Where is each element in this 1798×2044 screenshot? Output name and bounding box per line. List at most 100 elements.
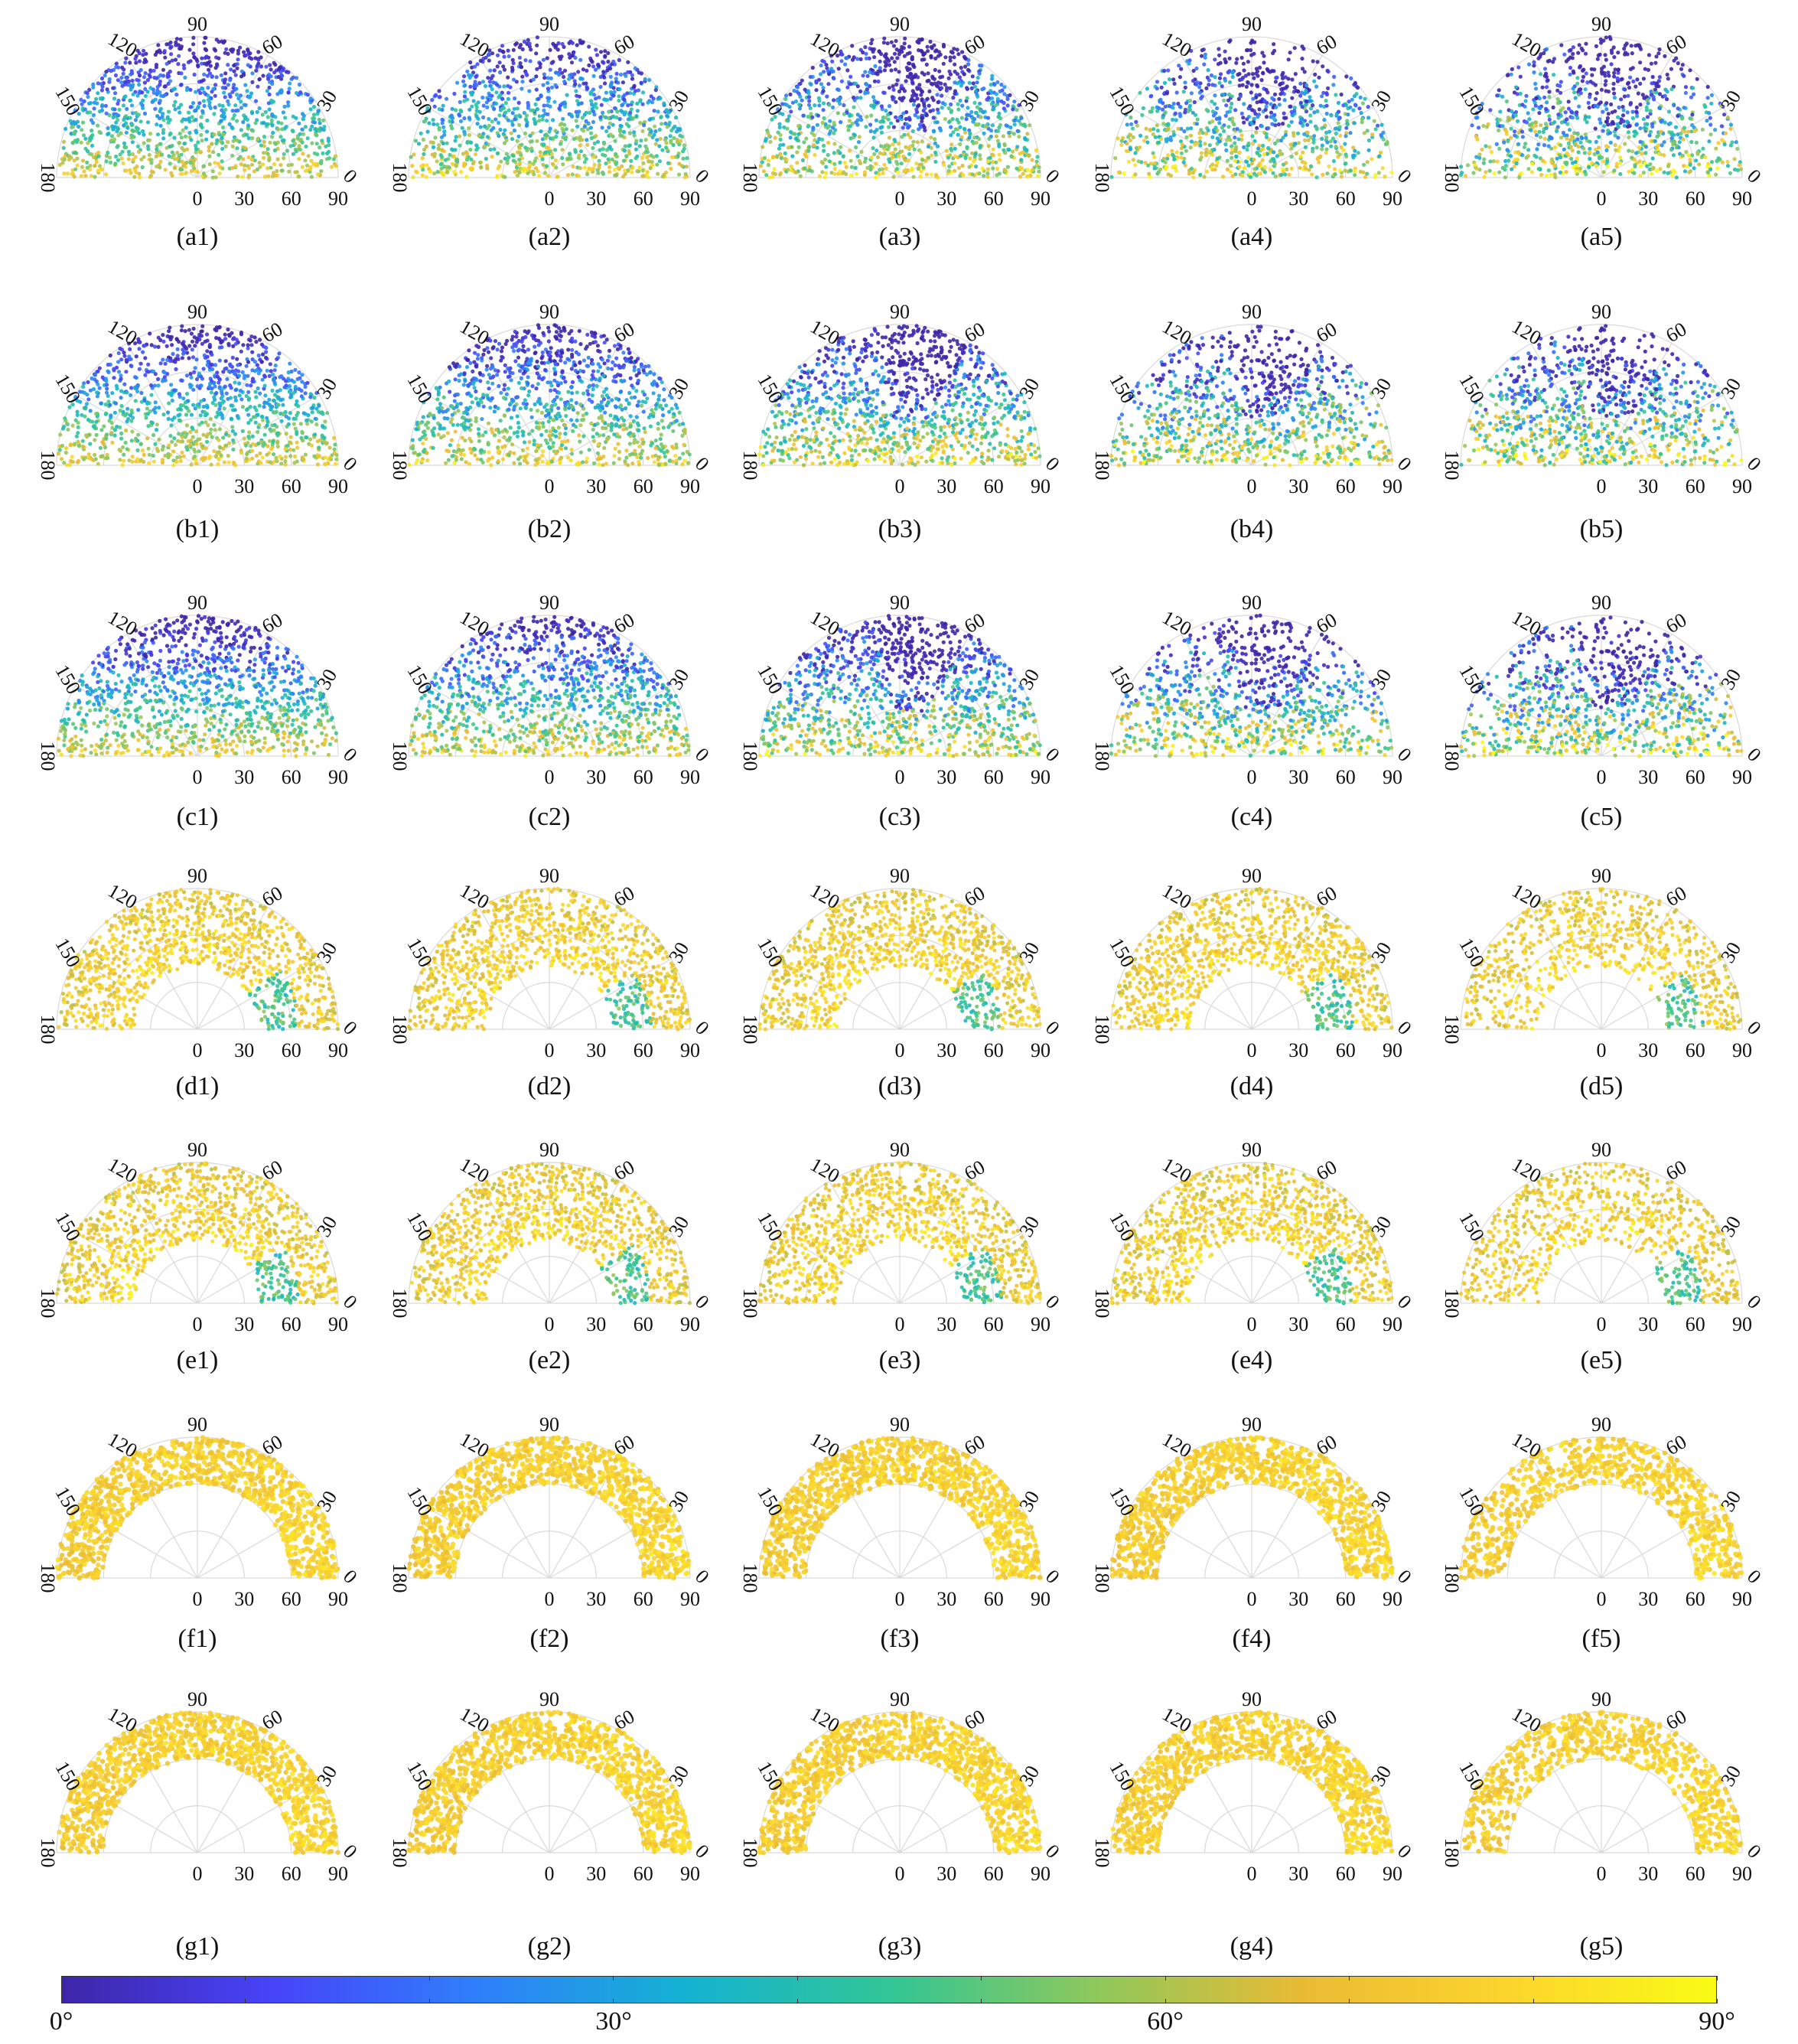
scatter-point: [99, 76, 105, 81]
scatter-point: [440, 148, 445, 152]
scatter-point: [155, 114, 160, 119]
scatter-point: [108, 155, 112, 160]
scatter-point: [1365, 129, 1370, 133]
scatter-point: [266, 101, 271, 106]
scatter-point: [926, 71, 930, 76]
scatter-point: [512, 106, 516, 111]
scatter-point: [1239, 77, 1244, 82]
scatter-point: [806, 145, 812, 149]
scatter-point: [990, 73, 995, 78]
scatter-point: [427, 121, 432, 126]
scatter-point: [497, 164, 502, 168]
scatter-point: [220, 159, 224, 164]
scatter-point: [1381, 137, 1386, 142]
scatter-point: [267, 107, 272, 112]
scatter-point: [673, 116, 679, 120]
scatter-point: [297, 157, 301, 161]
scatter-point: [506, 96, 511, 101]
scatter-point: [103, 103, 108, 108]
scatter-point: [593, 67, 598, 72]
scatter-point: [856, 140, 862, 145]
scatter-point: [1613, 133, 1617, 138]
scatter-point: [1194, 112, 1198, 117]
scatter-point: [910, 129, 915, 133]
scatter-point: [1616, 70, 1620, 75]
scatter-point: [250, 71, 255, 76]
scatter-point: [1028, 123, 1032, 128]
scatter-point: [1357, 106, 1362, 111]
scatter-point: [504, 138, 509, 142]
scatter-point: [532, 117, 536, 122]
scatter-point: [622, 148, 627, 153]
scatter-point: [229, 67, 233, 72]
scatter-point: [170, 58, 174, 63]
scatter-point: [895, 119, 900, 123]
scatter-point: [611, 114, 616, 119]
scatter-point: [1491, 159, 1496, 164]
scatter-point: [575, 93, 579, 98]
scatter-point: [1544, 173, 1549, 178]
scatter-point: [1207, 149, 1212, 154]
scatter-point: [235, 119, 239, 123]
scatter-point: [956, 165, 962, 171]
scatter-point: [1275, 139, 1280, 143]
scatter-point: [882, 68, 887, 73]
scatter-point: [604, 148, 610, 152]
scatter-point: [203, 35, 207, 40]
scatter-point: [1581, 48, 1585, 53]
scatter-point: [202, 41, 207, 45]
scatter-point: [1649, 171, 1654, 176]
scatter-point: [1332, 167, 1337, 171]
scatter-point: [936, 80, 941, 85]
scatter-point: [1647, 133, 1652, 138]
scatter-point: [1569, 110, 1574, 115]
scatter-point: [477, 133, 481, 138]
scatter-point: [230, 153, 235, 158]
scatter-point: [815, 140, 820, 145]
scatter-point: [1474, 166, 1479, 171]
scatter-point: [246, 166, 251, 171]
scatter-point: [621, 174, 626, 179]
scatter-point: [448, 152, 452, 158]
scatter-point: [421, 168, 425, 172]
scatter-point: [308, 96, 313, 101]
scatter-point: [1298, 155, 1303, 159]
scatter-point: [506, 118, 511, 122]
scatter-point: [1261, 143, 1265, 148]
scatter-point: [124, 145, 129, 150]
scatter-point: [158, 109, 162, 114]
scatter-point: [838, 160, 842, 165]
scatter-point: [905, 168, 910, 172]
scatter-point: [511, 60, 516, 66]
scatter-point: [467, 116, 471, 120]
scatter-point: [540, 117, 545, 122]
scatter-point: [226, 99, 230, 103]
scatter-point: [139, 157, 144, 161]
scatter-point: [85, 148, 90, 154]
scatter-point: [141, 106, 145, 110]
scatter-point: [587, 44, 591, 49]
scatter-point: [1617, 105, 1621, 109]
scatter-point: [154, 63, 159, 67]
scatter-point: [125, 126, 130, 130]
scatter-point: [875, 128, 879, 132]
scatter-point: [923, 51, 927, 56]
scatter-point: [161, 136, 166, 141]
scatter-point: [487, 52, 491, 57]
scatter-point: [252, 169, 256, 174]
scatter-point: [816, 96, 821, 100]
scatter-point: [886, 117, 891, 122]
scatter-point: [1246, 141, 1251, 145]
scatter-point: [1609, 102, 1614, 106]
scatter-point: [979, 115, 983, 119]
scatter-point: [1302, 132, 1307, 136]
scatter-point: [1254, 67, 1259, 71]
scatter-point: [676, 126, 680, 131]
scatter-point: [448, 119, 452, 124]
scatter-point: [1683, 85, 1689, 90]
scatter-point: [262, 135, 266, 139]
scatter-point: [783, 156, 787, 161]
scatter-points: [1458, 34, 1744, 180]
scatter-point: [1691, 86, 1695, 90]
scatter-point: [972, 100, 977, 105]
